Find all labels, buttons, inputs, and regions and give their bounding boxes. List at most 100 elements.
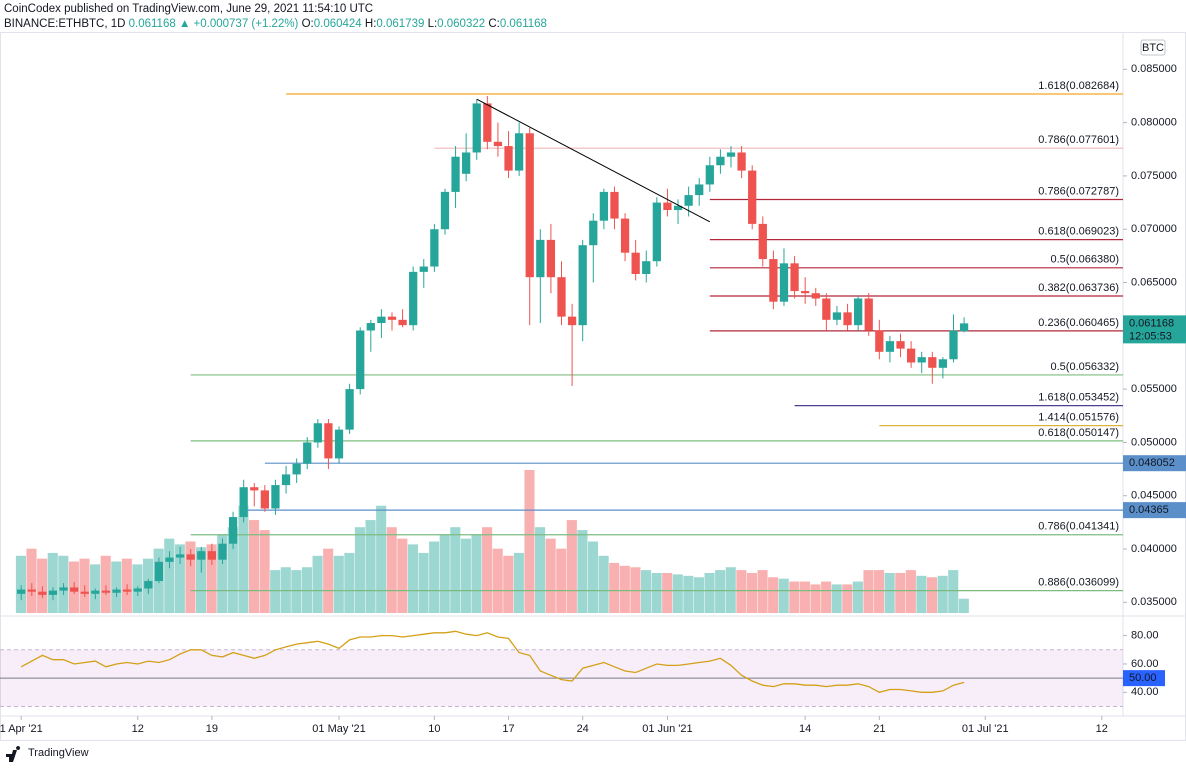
volume-bar (248, 520, 260, 613)
y-tick-label: 0.085000 (1131, 63, 1177, 75)
candle-body (144, 581, 153, 589)
fib-label: 0.786(0.041341) (1038, 521, 1119, 533)
candle-body (281, 474, 291, 486)
volume-bar (450, 527, 461, 613)
candle-body (303, 442, 312, 464)
volume-bar (524, 470, 535, 613)
volume-bar (333, 555, 344, 613)
candle-body (186, 554, 195, 560)
rsi-midline-label: 50.00 (1129, 672, 1157, 684)
candle-body (419, 266, 428, 272)
volume-bar (164, 538, 175, 613)
x-tick-label: 12 (1096, 723, 1108, 735)
change: ▲ +0.000737 (+1.22%) (178, 18, 299, 30)
candle-body (811, 293, 820, 299)
x-tick-label: 12 (132, 723, 144, 735)
fib-label: 0.5(0.066380) (1051, 254, 1120, 266)
fib-label: 0.786(0.077601) (1038, 134, 1119, 146)
header: CoinCodex published on TradingView.com, … (4, 2, 547, 32)
last-price-label: 0.061168 (1129, 317, 1174, 329)
x-tick-label: 19 (206, 723, 218, 735)
fib-label: 0.786(0.072787) (1038, 185, 1119, 197)
volume-bar (492, 548, 503, 613)
candle-body (684, 195, 693, 206)
volume-bar (587, 541, 599, 613)
y-tick-label: 0.065000 (1131, 276, 1177, 288)
volume-bar (376, 505, 387, 613)
x-tick-label: 21 (873, 723, 885, 735)
x-tick-label: 14 (799, 723, 811, 735)
trendline (476, 98, 711, 223)
candle-body (631, 252, 640, 274)
symbol-line: BINANCE:ETHBTC, 1D 0.061168 ▲ +0.000737 … (4, 17, 547, 32)
candle-body (822, 298, 831, 320)
volume-bar (927, 577, 938, 613)
candle-body (652, 202, 661, 262)
rsi-tick-label: 40.00 (1131, 686, 1159, 698)
candle-body (462, 152, 471, 174)
candle-body (239, 487, 248, 518)
publisher-line: CoinCodex published on TradingView.com, … (4, 2, 547, 17)
candle-body (589, 220, 598, 246)
candle-body (843, 312, 852, 326)
candle-body (451, 156, 460, 192)
candle-body (959, 323, 969, 332)
candle-body (801, 291, 810, 294)
ohlc-value: 0.061739 (376, 18, 425, 30)
volume-bar (736, 570, 747, 613)
y-tick-label: 0.045000 (1131, 490, 1177, 502)
volume-bar (704, 572, 715, 613)
volume-bar (799, 581, 810, 613)
candle-body (409, 271, 418, 326)
candle-body (38, 591, 47, 595)
currency-box (1140, 39, 1166, 56)
candle-body (610, 191, 619, 219)
candle-body (695, 184, 704, 196)
x-tick-label: 10 (428, 723, 440, 735)
chart-frame (0, 32, 1186, 741)
candle-body (80, 591, 89, 594)
fib-label: 1.414(0.051576) (1038, 412, 1119, 424)
volume-bar (672, 574, 683, 613)
volume-bar (895, 572, 906, 613)
volume-bar (768, 577, 779, 613)
candle-body (599, 191, 609, 221)
ohlc-key: L: (427, 18, 438, 30)
rsi-tick-label: 60.00 (1131, 658, 1159, 670)
volume-bar (513, 552, 524, 613)
candle-body (123, 589, 132, 592)
candle-body (536, 239, 545, 278)
candle-body (17, 589, 26, 594)
volume-bar (482, 527, 493, 613)
volume-bar (598, 555, 609, 613)
y-tick-label: 0.050000 (1131, 436, 1177, 448)
volume-bar (37, 558, 48, 613)
volume-bar (238, 505, 249, 613)
candle-body (292, 463, 301, 475)
volume-bar (386, 527, 397, 613)
volume-bar (26, 548, 37, 613)
candle-body (758, 223, 767, 260)
y-tick-label: 0.080000 (1131, 117, 1177, 129)
candle-body (59, 587, 68, 591)
x-tick-label: 01 Jul '21 (962, 723, 1009, 735)
volume-bar (566, 520, 577, 613)
candle-body (345, 389, 354, 430)
hline-box (1123, 455, 1186, 472)
volume-bar (15, 555, 26, 613)
candle-body (514, 133, 524, 171)
volume-bar (397, 538, 408, 613)
y-tick-label: 0.055000 (1131, 383, 1177, 395)
candle-body (938, 359, 948, 368)
publisher: CoinCodex published on TradingView.com, … (4, 3, 374, 15)
candle-body (716, 156, 725, 166)
candle-body (112, 589, 121, 593)
volume-bar (863, 570, 874, 613)
fib-label: 0.886(0.036099) (1038, 577, 1119, 589)
ohlc-value: 0.061168 (499, 18, 547, 30)
candle-body (673, 205, 683, 211)
candle-body (875, 330, 884, 352)
logo (6, 746, 21, 762)
volume-bar (842, 584, 853, 613)
